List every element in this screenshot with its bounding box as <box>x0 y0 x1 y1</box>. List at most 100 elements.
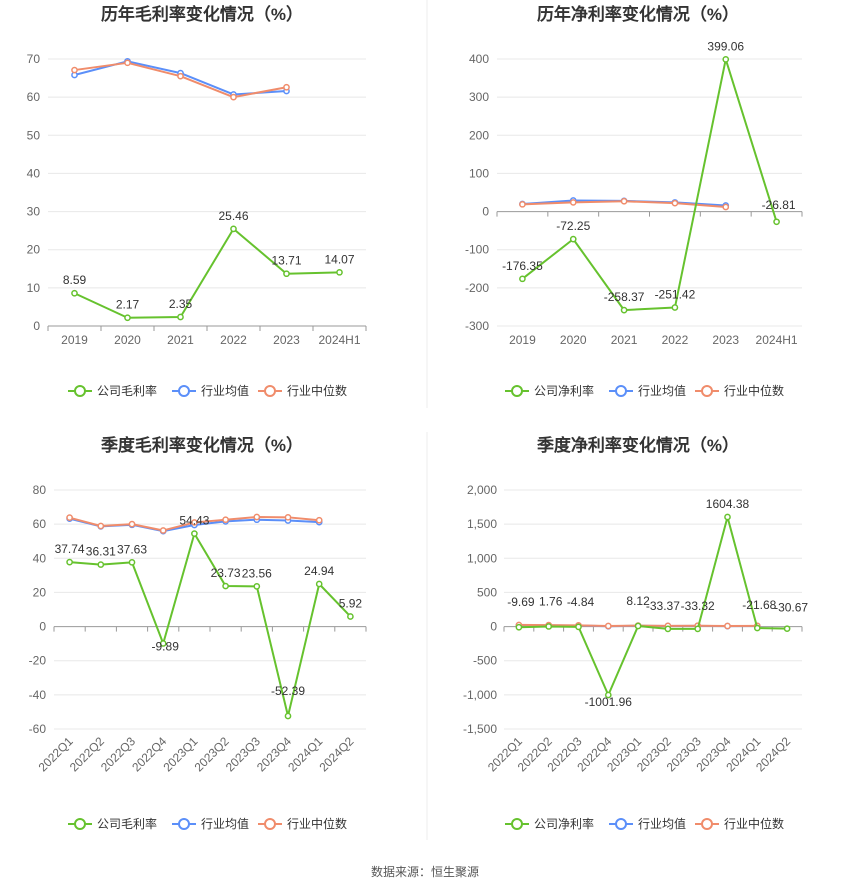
x-tick-label: 2020 <box>560 333 587 347</box>
y-tick-label: 20 <box>27 243 41 257</box>
chart-title: 季度净利率变化情况（%） <box>537 435 739 455</box>
y-tick-label: -1,000 <box>463 688 497 702</box>
y-tick-label: 300 <box>469 90 489 104</box>
data-point <box>545 623 553 630</box>
x-tick-label: 2019 <box>509 333 536 347</box>
data-label: 25.46 <box>218 209 248 223</box>
data-label: -52.39 <box>271 684 305 698</box>
data-point <box>128 558 136 566</box>
y-tick-label: 400 <box>469 52 489 66</box>
data-label: 5.92 <box>339 596 363 610</box>
data-point <box>66 558 73 566</box>
data-point <box>97 522 105 530</box>
data-point <box>575 623 582 631</box>
data-point <box>191 519 198 526</box>
data-point <box>671 199 679 207</box>
data-label: -9.69 <box>507 595 535 609</box>
data-label: -72.25 <box>556 219 590 233</box>
y-tick-label: 10 <box>27 281 41 295</box>
data-label: 8.12 <box>626 594 650 608</box>
data-point <box>124 59 131 67</box>
y-tick-label: -200 <box>465 281 489 295</box>
data-point <box>347 613 354 620</box>
y-tick-label: -20 <box>29 654 47 668</box>
legend-marker <box>615 385 627 397</box>
data-label: -251.42 <box>655 287 696 301</box>
data-point <box>222 582 229 590</box>
legend-marker <box>701 818 713 830</box>
chart-title: 历年净利率变化情况（%） <box>537 4 739 24</box>
y-tick-label: -40 <box>29 688 47 702</box>
data-label: 23.56 <box>242 566 272 580</box>
legend-label: 公司毛利率 <box>97 383 157 398</box>
data-label: 37.74 <box>55 542 85 556</box>
data-point <box>284 513 292 521</box>
data-point <box>604 622 612 630</box>
legend-marker <box>74 818 86 830</box>
data-label: -33.32 <box>681 599 715 613</box>
y-tick-label: 40 <box>33 551 47 565</box>
y-tick-label: 70 <box>27 52 41 66</box>
data-point <box>722 203 730 211</box>
data-point <box>620 306 628 314</box>
y-tick-label: -300 <box>465 319 489 333</box>
y-tick-label: 60 <box>27 90 41 104</box>
x-tick-label: 2019 <box>61 333 88 347</box>
data-point <box>724 513 731 521</box>
data-point <box>283 83 290 91</box>
data-point <box>694 625 702 633</box>
data-label: 36.31 <box>86 545 116 559</box>
data-point <box>177 313 184 321</box>
y-tick-label: 0 <box>490 620 497 634</box>
x-tick-label: 2021 <box>167 333 194 347</box>
legend-label: 公司净利率 <box>534 816 594 831</box>
data-label: -21.68 <box>742 598 776 612</box>
data-point <box>620 197 628 205</box>
data-label: 23.73 <box>211 566 241 580</box>
data-label: 13.71 <box>271 254 301 268</box>
data-point <box>159 640 167 647</box>
x-tick-label: 2021 <box>611 333 638 347</box>
y-tick-label: -500 <box>473 654 497 668</box>
y-tick-label: 100 <box>469 166 489 180</box>
data-point <box>97 561 105 568</box>
data-label: 2.17 <box>116 298 140 312</box>
data-point <box>71 289 78 297</box>
data-point <box>724 622 731 630</box>
data-label: -4.84 <box>567 595 595 609</box>
data-label: 37.63 <box>117 542 147 556</box>
x-tick-label: 2023 <box>273 333 300 347</box>
data-point <box>230 93 237 101</box>
data-label: 399.06 <box>707 39 744 53</box>
y-tick-label: 500 <box>477 585 497 599</box>
data-label: 24.94 <box>304 564 334 578</box>
data-point <box>671 304 679 311</box>
chart-title: 历年毛利率变化情况（%） <box>101 4 303 24</box>
x-tick-label: 2020 <box>114 333 141 347</box>
y-tick-label: 2,000 <box>467 483 497 497</box>
legend-marker <box>178 818 190 830</box>
series-line <box>74 227 340 319</box>
data-point <box>124 314 131 322</box>
legend-marker <box>178 385 190 397</box>
y-tick-label: 200 <box>469 128 489 142</box>
x-tick-label: 2024Q2 <box>316 734 356 774</box>
data-point <box>336 268 343 276</box>
legend-label: 行业均值 <box>201 816 249 831</box>
legend-label: 行业中位数 <box>287 816 347 831</box>
data-point <box>773 218 780 226</box>
legend-label: 行业中位数 <box>724 383 784 398</box>
data-label: -176.35 <box>502 259 543 273</box>
data-point <box>71 66 78 74</box>
data-point <box>283 270 290 278</box>
series-line <box>74 61 287 99</box>
legend-label: 行业均值 <box>638 816 686 831</box>
x-tick-label: 2024H1 <box>756 333 798 347</box>
data-point <box>569 235 577 243</box>
data-label: 1.76 <box>539 594 563 608</box>
x-tick-label: 2022 <box>662 333 689 347</box>
data-point <box>230 225 237 233</box>
data-label: -9.89 <box>152 639 180 653</box>
data-point <box>569 199 577 206</box>
